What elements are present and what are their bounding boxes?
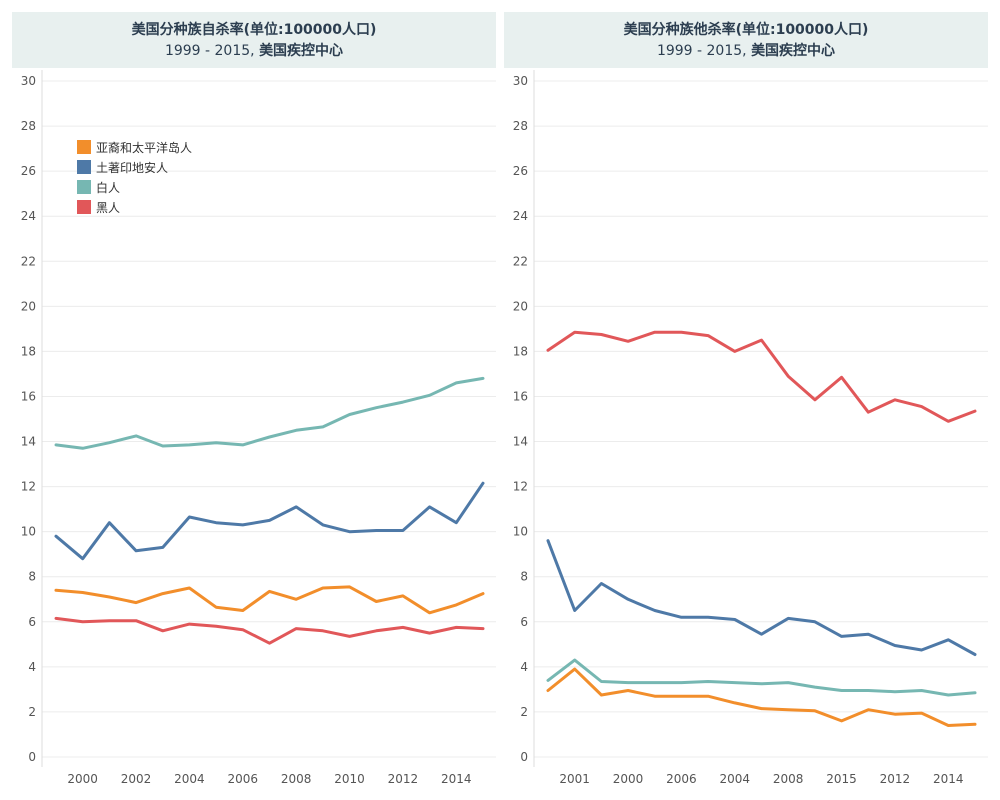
legend-label-3: 黑人 (96, 201, 120, 215)
left-ytick-label: 24 (21, 209, 36, 223)
left-xtick-label: 2012 (388, 772, 419, 786)
left-xtick-label: 2006 (228, 772, 259, 786)
left-chart-title: 美国分种族自杀率(单位:100000人口) 1999 - 2015, 美国疾控中… (12, 12, 496, 68)
left-ytick-label: 28 (21, 119, 36, 133)
right-title-source: 美国疾控中心 (751, 43, 836, 59)
legend-swatch-0 (77, 140, 91, 154)
right-ytick-label: 30 (513, 74, 528, 88)
left-ytick-label: 16 (21, 389, 36, 403)
left-ytick-label: 22 (21, 254, 36, 268)
right-xtick-label: 2004 (720, 772, 751, 786)
right-ytick-label: 4 (520, 660, 528, 674)
left-ytick-label: 10 (21, 525, 36, 539)
legend-label-0: 亚裔和太平洋岛人 (96, 140, 192, 155)
legend-label-2: 白人 (96, 180, 120, 195)
right-xtick-label: 2000 (613, 772, 644, 786)
right-ytick-label: 12 (513, 480, 528, 494)
left-ytick-label: 8 (28, 570, 36, 584)
left-title-source: 美国疾控中心 (259, 43, 344, 59)
legend-swatch-3 (77, 200, 91, 214)
left-series-line-2 (54, 376, 485, 450)
left-ytick-label: 18 (21, 344, 36, 358)
left-xtick-label: 2010 (334, 772, 365, 786)
left-xtick-label: 2014 (441, 772, 472, 786)
right-ytick-label: 8 (520, 570, 528, 584)
right-title-line1: 美国分种族他杀率(单位:100000人口) (623, 22, 869, 38)
right-ytick-label: 0 (520, 750, 528, 764)
left-ytick-label: 0 (28, 750, 36, 764)
left-series-line-3 (54, 616, 485, 645)
right-ytick-label: 18 (513, 344, 528, 358)
left-ytick-label: 26 (21, 164, 36, 178)
right-chart-title: 美国分种族他杀率(单位:100000人口) 1999 - 2015, 美国疾控中… (504, 12, 988, 68)
left-title-years: 1999 - 2015, (164, 43, 255, 59)
left-ytick-label: 14 (21, 435, 36, 449)
right-ytick-label: 10 (513, 525, 528, 539)
legend-swatch-1 (77, 160, 91, 174)
left-series-line-0 (54, 585, 485, 615)
left-ytick-label: 2 (28, 705, 36, 719)
right-ytick-label: 14 (513, 435, 528, 449)
right-xtick-label: 2014 (933, 772, 964, 786)
right-ytick-label: 26 (513, 164, 528, 178)
right-xtick-label: 2006 (666, 772, 697, 786)
left-xtick-label: 2002 (121, 772, 152, 786)
right-xtick-label: 2015 (826, 772, 857, 786)
legend-swatch-2 (77, 180, 91, 194)
left-ytick-label: 20 (21, 299, 36, 313)
right-series-line-0 (546, 667, 977, 727)
right-xtick-label: 2001 (559, 772, 590, 786)
legend-label-1: 土著印地安人 (96, 160, 168, 175)
right-ytick-label: 16 (513, 389, 528, 403)
right-series-line-2 (546, 658, 977, 697)
right-series-line-3 (546, 330, 977, 423)
left-series-line-1 (54, 481, 485, 561)
left-ytick-label: 12 (21, 480, 36, 494)
right-ytick-label: 24 (513, 209, 528, 223)
right-ytick-label: 22 (513, 254, 528, 268)
left-xtick-label: 2004 (174, 772, 205, 786)
right-ytick-label: 6 (520, 615, 528, 629)
left-xtick-label: 2008 (281, 772, 312, 786)
left-ytick-label: 30 (21, 74, 36, 88)
right-ytick-label: 2 (520, 705, 528, 719)
left-title-line1: 美国分种族自杀率(单位:100000人口) (131, 22, 377, 38)
right-xtick-label: 2008 (773, 772, 804, 786)
right-xtick-label: 2012 (880, 772, 911, 786)
right-ytick-label: 20 (513, 299, 528, 313)
left-ytick-label: 4 (28, 660, 36, 674)
right-ytick-label: 28 (513, 119, 528, 133)
right-title-years: 1999 - 2015, (656, 43, 747, 59)
left-xtick-label: 2000 (67, 772, 98, 786)
right-series-line-1 (546, 539, 977, 656)
left-ytick-label: 6 (28, 615, 36, 629)
